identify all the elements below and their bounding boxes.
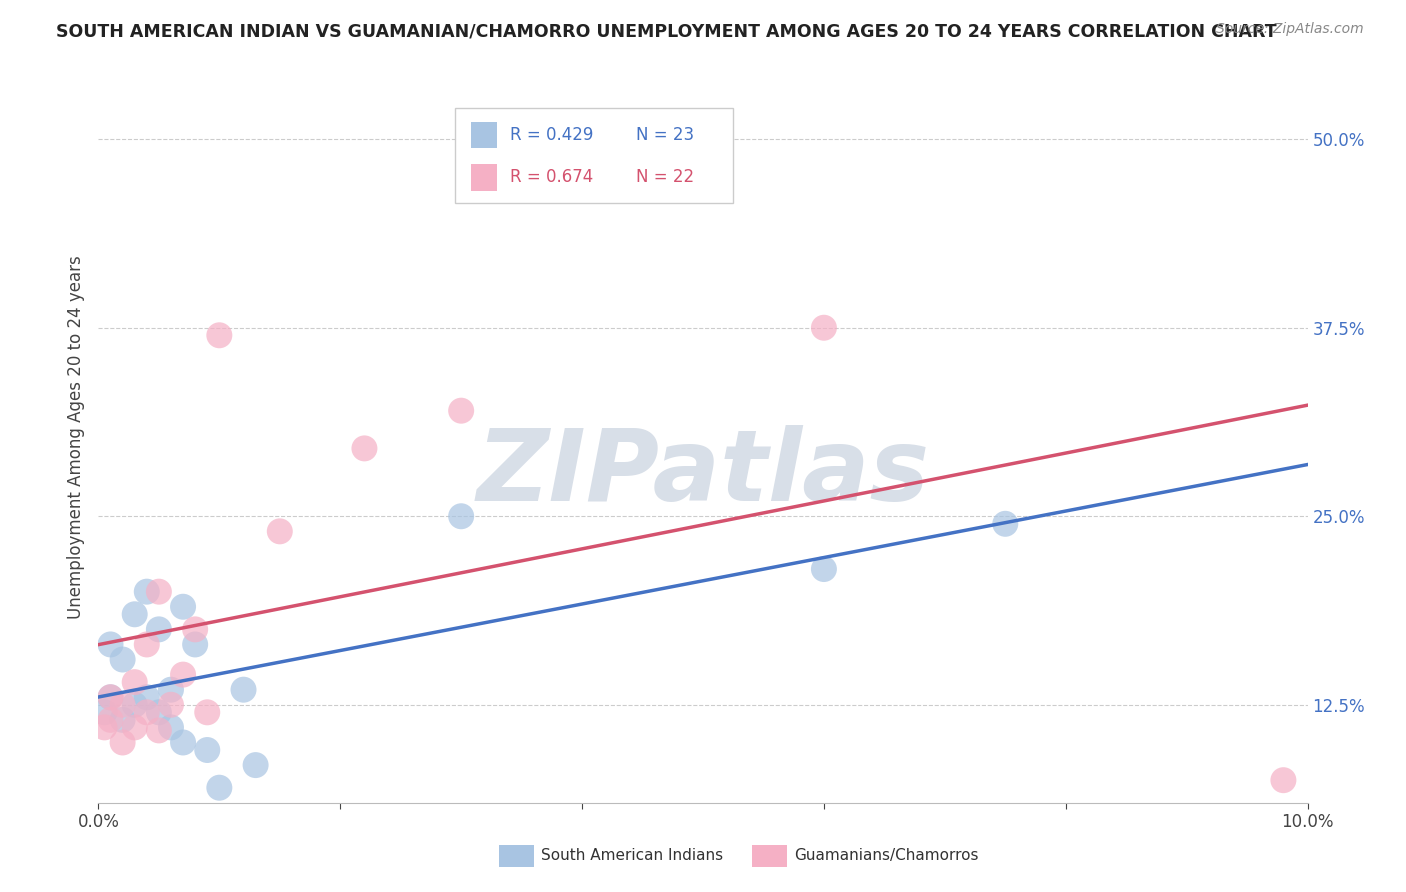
Point (148, 723, 170, 738)
Text: Source: ZipAtlas.com: Source: ZipAtlas.com (1216, 22, 1364, 37)
Text: Guamanians/Chamorros: Guamanians/Chamorros (794, 848, 979, 863)
Text: R = 0.429: R = 0.429 (509, 127, 593, 145)
Point (124, 698, 146, 712)
Point (160, 682, 183, 697)
Point (1272, 773, 1295, 788)
Point (172, 735, 194, 749)
FancyBboxPatch shape (471, 122, 498, 148)
FancyBboxPatch shape (471, 164, 498, 191)
Point (148, 706, 170, 720)
Point (172, 599, 194, 614)
Point (111, 652, 134, 666)
Point (111, 713, 134, 727)
Point (160, 698, 183, 712)
Point (353, 442, 375, 456)
Y-axis label: Unemployment Among Ages 20 to 24 years: Unemployment Among Ages 20 to 24 years (66, 255, 84, 619)
Point (100, 690, 122, 705)
Point (269, 524, 291, 539)
FancyBboxPatch shape (456, 108, 734, 203)
Point (93, 706, 115, 720)
Point (184, 637, 207, 651)
Point (450, 403, 472, 417)
Point (450, 509, 472, 524)
Point (184, 623, 207, 637)
Point (172, 667, 194, 681)
Text: N = 22: N = 22 (637, 169, 695, 186)
Point (148, 584, 170, 599)
Point (124, 675, 146, 690)
Point (994, 516, 1017, 531)
Point (135, 706, 157, 720)
Point (160, 720, 183, 734)
Point (111, 698, 134, 712)
Point (124, 607, 146, 622)
Point (232, 682, 254, 697)
Point (135, 690, 157, 705)
Point (124, 720, 146, 734)
Point (813, 320, 835, 334)
Text: N = 23: N = 23 (637, 127, 695, 145)
Point (208, 780, 231, 795)
Point (195, 706, 218, 720)
Point (813, 562, 835, 576)
Point (135, 584, 157, 599)
Text: South American Indians: South American Indians (541, 848, 724, 863)
Point (595, 132, 617, 146)
Text: ZIPatlas: ZIPatlas (477, 425, 929, 522)
Point (208, 328, 231, 343)
Point (100, 637, 122, 651)
Point (148, 623, 170, 637)
Point (100, 713, 122, 727)
Point (135, 637, 157, 651)
Point (93, 720, 115, 734)
Point (111, 735, 134, 749)
Point (195, 743, 218, 757)
Text: R = 0.674: R = 0.674 (509, 169, 593, 186)
Point (245, 758, 267, 772)
Text: SOUTH AMERICAN INDIAN VS GUAMANIAN/CHAMORRO UNEMPLOYMENT AMONG AGES 20 TO 24 YEA: SOUTH AMERICAN INDIAN VS GUAMANIAN/CHAMO… (56, 22, 1277, 40)
Point (100, 690, 122, 705)
